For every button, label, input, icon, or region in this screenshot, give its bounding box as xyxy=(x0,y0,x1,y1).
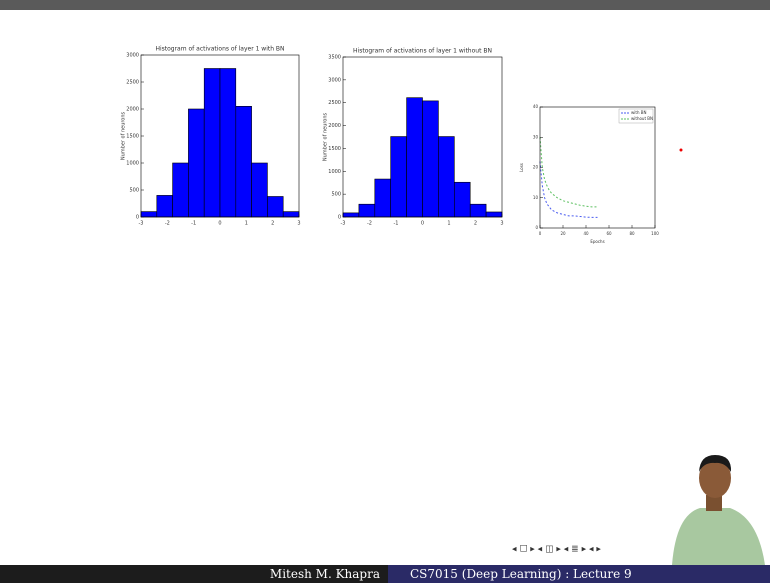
y-tick-label: 3000 xyxy=(328,77,341,83)
y-tick-label: 2000 xyxy=(328,123,341,129)
legend-label: without BN xyxy=(631,116,653,121)
x-tick-label: 60 xyxy=(606,231,612,236)
y-tick-label: 0 xyxy=(338,215,341,221)
x-tick-label: 20 xyxy=(560,231,566,236)
pointer xyxy=(679,148,683,152)
svg-text:◂ ☐ ▸ ◂ ◫ ▸ ◂ ≣ ▸ ◂ ▸: ◂ ☐ ▸ ◂ ◫ ▸ ◂ ≣ ▸ ◂ ▸ xyxy=(512,545,601,555)
y-tick-label: 30 xyxy=(533,134,539,139)
bar xyxy=(172,162,189,218)
x-tick-label: 1 xyxy=(245,221,248,227)
footer-left: Mitesh M. Khapra xyxy=(0,565,388,583)
x-tick-label: 40 xyxy=(583,231,589,236)
plot-frame xyxy=(140,54,300,218)
bar xyxy=(374,178,391,218)
plot-frame xyxy=(342,56,503,218)
line xyxy=(539,161,598,218)
x-tick-label: 2 xyxy=(271,221,274,227)
bar xyxy=(390,136,407,218)
y-tick-label: 500 xyxy=(129,188,139,194)
x-tick-label: 80 xyxy=(629,231,635,236)
y-tick-label: 1000 xyxy=(126,161,139,167)
chart-title: Histogram of activations of layer 1 with… xyxy=(155,46,284,53)
bar xyxy=(406,97,423,218)
x-tick-label: 1 xyxy=(447,221,450,227)
y-tick-label: 2500 xyxy=(126,80,139,86)
bar xyxy=(453,181,471,218)
bar xyxy=(438,136,455,218)
bar xyxy=(422,100,439,218)
bar xyxy=(342,212,360,218)
y-tick-label: 40 xyxy=(533,104,539,109)
y-axis-label: Loss xyxy=(519,163,524,172)
x-tick-label: 0 xyxy=(539,231,542,236)
plot-frame xyxy=(539,106,656,229)
y-tick-label: 1500 xyxy=(328,146,341,152)
y-tick-label: 1000 xyxy=(328,169,341,175)
x-tick-label: -2 xyxy=(165,221,170,227)
x-tick-label: -3 xyxy=(139,221,144,227)
x-axis-label: Epochs xyxy=(590,239,604,244)
bar xyxy=(358,203,376,218)
bar xyxy=(140,211,158,218)
x-tick-label: -2 xyxy=(367,221,372,227)
y-axis-label: Number of neurons xyxy=(323,112,329,161)
x-tick-label: 3 xyxy=(297,221,300,227)
presenter-video xyxy=(655,445,770,565)
y-tick-label: 0 xyxy=(535,225,538,230)
bar xyxy=(251,162,268,218)
bar xyxy=(188,108,205,218)
chart: Histogram of activations of layer 1 with… xyxy=(323,48,504,227)
bar xyxy=(156,195,173,218)
footer-author: Mitesh M. Khapra xyxy=(269,567,380,581)
x-tick-label: 2 xyxy=(474,221,477,227)
bar xyxy=(267,196,284,218)
x-tick-label: 100 xyxy=(651,231,659,236)
x-tick-label: -1 xyxy=(394,221,399,227)
y-tick-label: 20 xyxy=(533,165,539,170)
x-tick-label: 3 xyxy=(500,221,503,227)
legend-label: with BN xyxy=(631,110,647,115)
nav-icons: ◂ ☐ ▸ ◂ ◫ ▸ ◂ ≣ ▸ ◂ ▸ xyxy=(512,545,601,555)
bar xyxy=(235,106,252,218)
bar xyxy=(219,68,237,218)
y-tick-label: 10 xyxy=(533,195,539,200)
chart: Loss Epochs 0 10 20 30 40 0 20 40 60 80 100 with BNwi… xyxy=(519,104,659,244)
bar xyxy=(203,68,221,218)
footer-course: CS7015 (Deep Learning) : Lecture 9 xyxy=(410,567,632,581)
bar xyxy=(282,211,300,218)
x-tick-label: 0 xyxy=(218,221,221,227)
chart-title: Histogram of activations of layer 1 with… xyxy=(353,48,492,55)
y-tick-label: 2500 xyxy=(328,100,341,106)
y-tick-label: 0 xyxy=(136,215,139,221)
footer-right: CS7015 (Deep Learning) : Lecture 9 xyxy=(388,565,770,583)
y-tick-label: 3000 xyxy=(126,53,139,59)
x-tick-label: -1 xyxy=(191,221,196,227)
legend xyxy=(618,108,654,124)
x-tick-label: 0 xyxy=(421,221,424,227)
y-tick-label: 500 xyxy=(331,192,341,198)
bar xyxy=(485,211,503,218)
top-bar xyxy=(0,0,770,10)
y-tick-label: 1500 xyxy=(126,134,139,140)
y-tick-label: 2000 xyxy=(126,107,139,113)
bar xyxy=(469,203,487,218)
y-axis-label: Number of neurons xyxy=(121,111,127,160)
x-tick-label: -3 xyxy=(341,221,346,227)
chart: Histogram of activations of layer 1 with… xyxy=(121,46,301,227)
line xyxy=(539,137,598,208)
y-tick-label: 3500 xyxy=(328,55,341,61)
